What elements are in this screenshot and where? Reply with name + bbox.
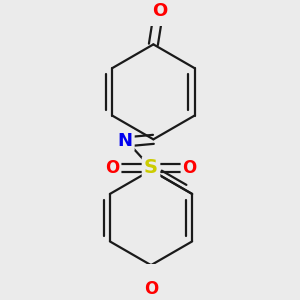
Text: O: O xyxy=(105,159,119,177)
Text: O: O xyxy=(183,159,197,177)
Text: O: O xyxy=(144,280,158,298)
Text: N: N xyxy=(118,132,133,150)
Text: S: S xyxy=(144,158,158,177)
Text: O: O xyxy=(152,2,168,20)
